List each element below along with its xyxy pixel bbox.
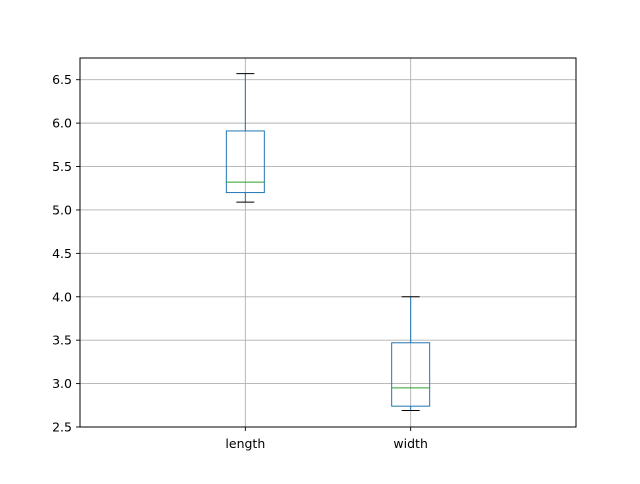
boxes xyxy=(225,73,431,412)
x-tick-label-width: width xyxy=(393,436,427,451)
iqr-box xyxy=(391,342,431,407)
y-tick-label: 6.5 xyxy=(52,72,72,87)
plot-background xyxy=(80,58,576,427)
box-length xyxy=(225,73,265,203)
y-tick-label: 4.0 xyxy=(52,289,72,304)
plot-frame xyxy=(79,57,577,428)
axes: 2.5 3.0 3.5 4.0 4.5 5.0 5.5 6.0 6.5 length width xyxy=(52,72,428,451)
y-tick-label: 6.0 xyxy=(52,116,72,131)
y-tick-label: 2.5 xyxy=(52,420,72,435)
box-width xyxy=(391,296,431,412)
y-tick-label: 3.5 xyxy=(52,333,72,348)
grid-lines xyxy=(80,58,576,428)
y-tick-label: 5.5 xyxy=(52,159,72,174)
x-tick-label-length: length xyxy=(225,436,265,451)
y-tick-label: 4.5 xyxy=(52,246,72,261)
iqr-box xyxy=(225,130,265,194)
y-tick-label: 5.0 xyxy=(52,202,72,217)
y-tick-label: 3.0 xyxy=(52,376,72,391)
